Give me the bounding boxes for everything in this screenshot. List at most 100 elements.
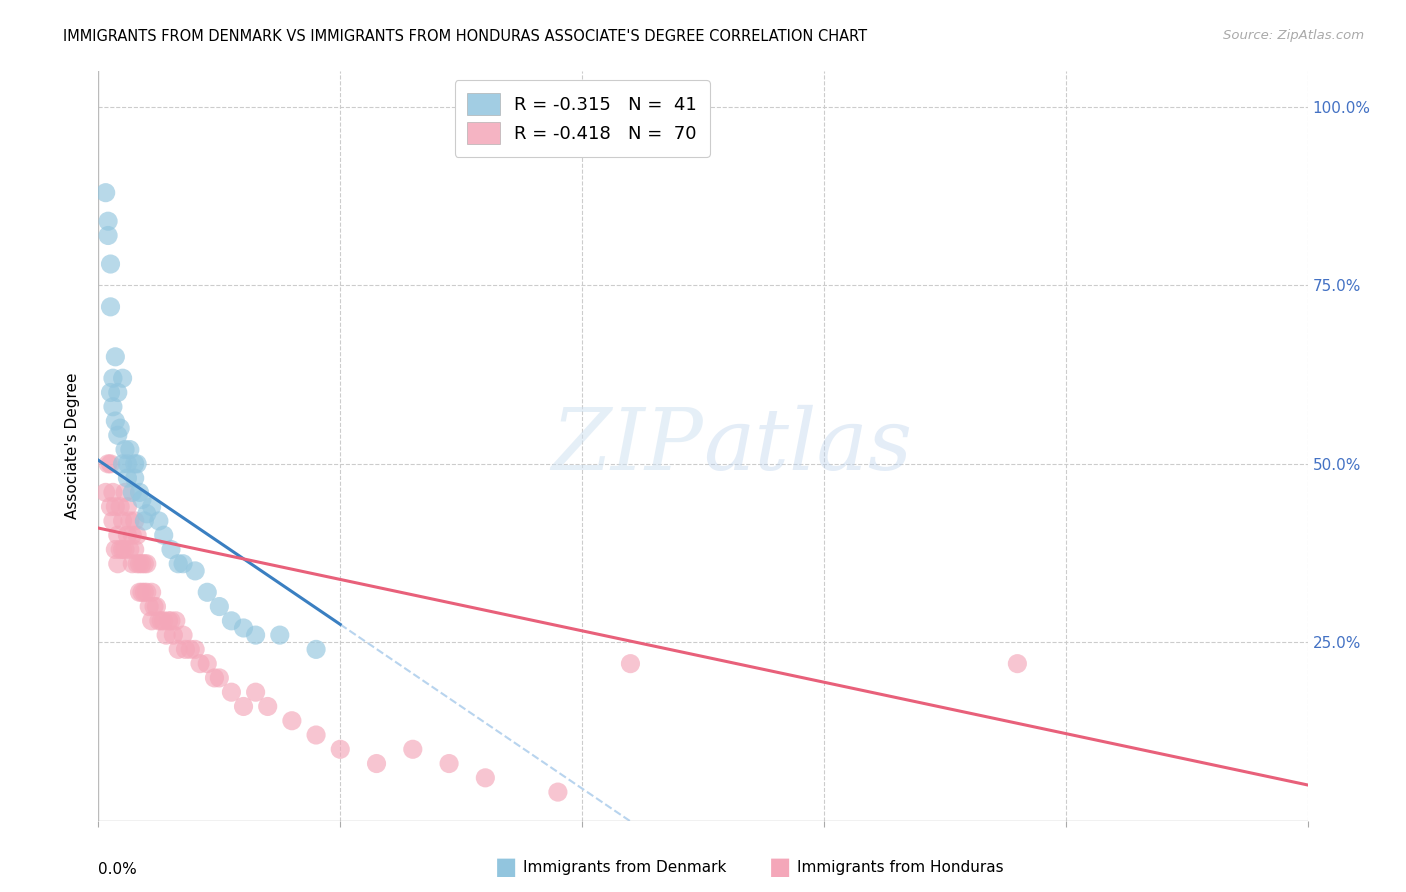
Point: [107, 385, 129, 400]
Point: [305, 728, 328, 742]
Point: [131, 557, 153, 571]
Text: Source: ZipAtlas.com: Source: ZipAtlas.com: [1223, 29, 1364, 42]
Point: [232, 621, 254, 635]
Text: ZIP: ZIP: [551, 405, 703, 487]
Point: [134, 557, 156, 571]
Point: [195, 657, 218, 671]
Point: [118, 542, 141, 557]
Point: [121, 557, 143, 571]
Point: [114, 542, 136, 557]
Point: [152, 614, 174, 628]
Point: [165, 614, 187, 628]
Point: [145, 599, 167, 614]
Point: [143, 599, 166, 614]
Point: [124, 542, 146, 557]
Point: [152, 528, 174, 542]
Point: [121, 485, 143, 500]
Point: [111, 542, 134, 557]
Text: 0.0%: 0.0%: [98, 862, 138, 877]
Point: [179, 642, 201, 657]
Point: [124, 457, 146, 471]
Point: [101, 485, 124, 500]
Text: Immigrants from Honduras: Immigrants from Honduras: [797, 860, 1004, 874]
Point: [104, 542, 127, 557]
Point: [134, 514, 156, 528]
Point: [97, 457, 120, 471]
Point: [100, 385, 122, 400]
Point: [117, 471, 139, 485]
Point: [619, 657, 641, 671]
Point: [204, 671, 226, 685]
Point: [101, 400, 124, 414]
Point: [107, 557, 129, 571]
Point: [141, 614, 163, 628]
Point: [94, 485, 117, 500]
Point: [94, 186, 117, 200]
Point: [157, 614, 180, 628]
Point: [124, 514, 146, 528]
Point: [174, 642, 197, 657]
Point: [104, 350, 127, 364]
Point: [208, 671, 231, 685]
Point: [111, 514, 134, 528]
Point: [111, 371, 134, 385]
Point: [547, 785, 569, 799]
Point: [107, 528, 129, 542]
Text: ■: ■: [769, 855, 792, 879]
Point: [128, 485, 150, 500]
Point: [107, 428, 129, 442]
Point: [162, 628, 184, 642]
Text: atlas: atlas: [703, 405, 912, 487]
Point: [97, 214, 120, 228]
Point: [184, 642, 207, 657]
Point: [135, 557, 157, 571]
Text: IMMIGRANTS FROM DENMARK VS IMMIGRANTS FROM HONDURAS ASSOCIATE'S DEGREE CORRELATI: IMMIGRANTS FROM DENMARK VS IMMIGRANTS FR…: [63, 29, 868, 44]
Point: [1007, 657, 1029, 671]
Point: [114, 442, 136, 457]
Point: [150, 614, 173, 628]
Point: [128, 585, 150, 599]
Point: [188, 657, 211, 671]
Point: [148, 514, 170, 528]
Point: [118, 514, 141, 528]
Text: Immigrants from Denmark: Immigrants from Denmark: [523, 860, 727, 874]
Point: [121, 528, 143, 542]
Point: [108, 500, 131, 514]
Point: [184, 564, 207, 578]
Point: [172, 628, 194, 642]
Point: [108, 542, 131, 557]
Point: [108, 421, 131, 435]
Point: [117, 528, 139, 542]
Point: [172, 557, 194, 571]
Point: [305, 642, 328, 657]
Y-axis label: Associate's Degree: Associate's Degree: [65, 373, 80, 519]
Point: [127, 457, 149, 471]
Point: [245, 628, 267, 642]
Point: [134, 585, 156, 599]
Point: [100, 300, 122, 314]
Point: [402, 742, 425, 756]
Point: [101, 514, 124, 528]
Point: [221, 614, 243, 628]
Text: ■: ■: [495, 855, 517, 879]
Point: [160, 614, 183, 628]
Point: [131, 492, 153, 507]
Point: [437, 756, 460, 771]
Point: [195, 585, 218, 599]
Point: [117, 457, 139, 471]
Point: [256, 699, 278, 714]
Point: [221, 685, 243, 699]
Point: [208, 599, 231, 614]
Point: [269, 628, 291, 642]
Point: [148, 614, 170, 628]
Point: [101, 371, 124, 385]
Point: [127, 557, 149, 571]
Point: [127, 528, 149, 542]
Point: [97, 228, 120, 243]
Point: [135, 507, 157, 521]
Point: [135, 585, 157, 599]
Point: [124, 471, 146, 485]
Point: [100, 500, 122, 514]
Point: [114, 485, 136, 500]
Point: [128, 557, 150, 571]
